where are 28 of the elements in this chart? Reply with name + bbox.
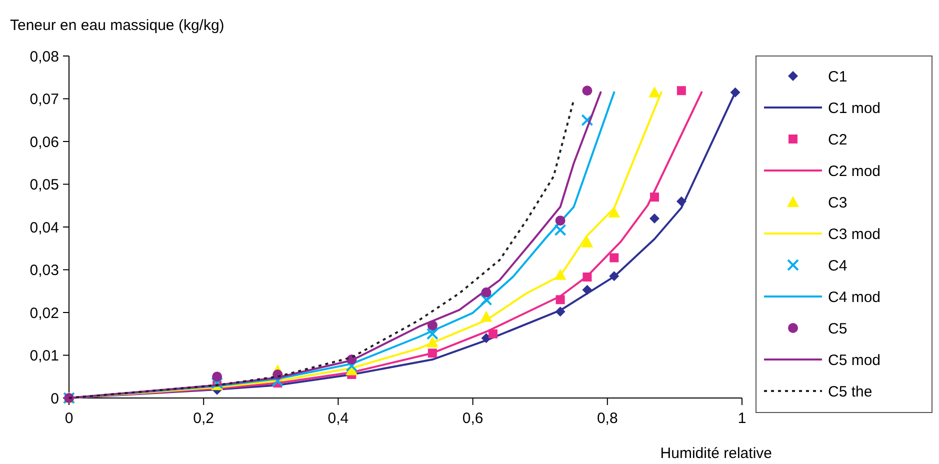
y-tick-label: 0 <box>50 390 59 408</box>
legend-label: C2 <box>828 131 848 148</box>
legend-label: C3 <box>828 194 848 212</box>
x-tick-label: 0,8 <box>596 410 618 427</box>
y-tick-label: 0,05 <box>30 176 59 194</box>
x-tick-label: 0,4 <box>328 410 349 427</box>
y-tick-label: 0,06 <box>30 134 59 151</box>
y-tick-label: 0,02 <box>30 304 59 322</box>
x-axis-title: Humidité relative <box>660 445 772 462</box>
y-tick-label: 0,03 <box>30 262 59 279</box>
y-axis-title: Teneur en eau massique (kg/kg) <box>10 17 224 34</box>
x-tick-label: 0,2 <box>193 410 214 427</box>
x-tick-label: 0 <box>64 410 74 427</box>
y-tick-label: 0,07 <box>30 91 59 108</box>
y-tick-label: 0,01 <box>30 348 59 364</box>
legend-label: C1 mod <box>828 100 881 117</box>
legend-label: C5 mod <box>828 352 881 369</box>
legend-label: C1 <box>828 68 848 86</box>
y-tick-label: 0,04 <box>30 219 59 236</box>
x-tick-label: 1 <box>738 410 746 427</box>
legend-label: C5 the <box>828 383 872 400</box>
legend-label: C4 mod <box>828 288 881 306</box>
y-tick-label: 0,08 <box>30 48 59 66</box>
x-tick-label: 0,6 <box>462 410 484 427</box>
legend-label: C4 <box>828 257 848 274</box>
legend-label: C5 <box>828 320 848 338</box>
legend-label: C2 mod <box>828 162 881 180</box>
legend-label: C3 mod <box>828 226 881 243</box>
